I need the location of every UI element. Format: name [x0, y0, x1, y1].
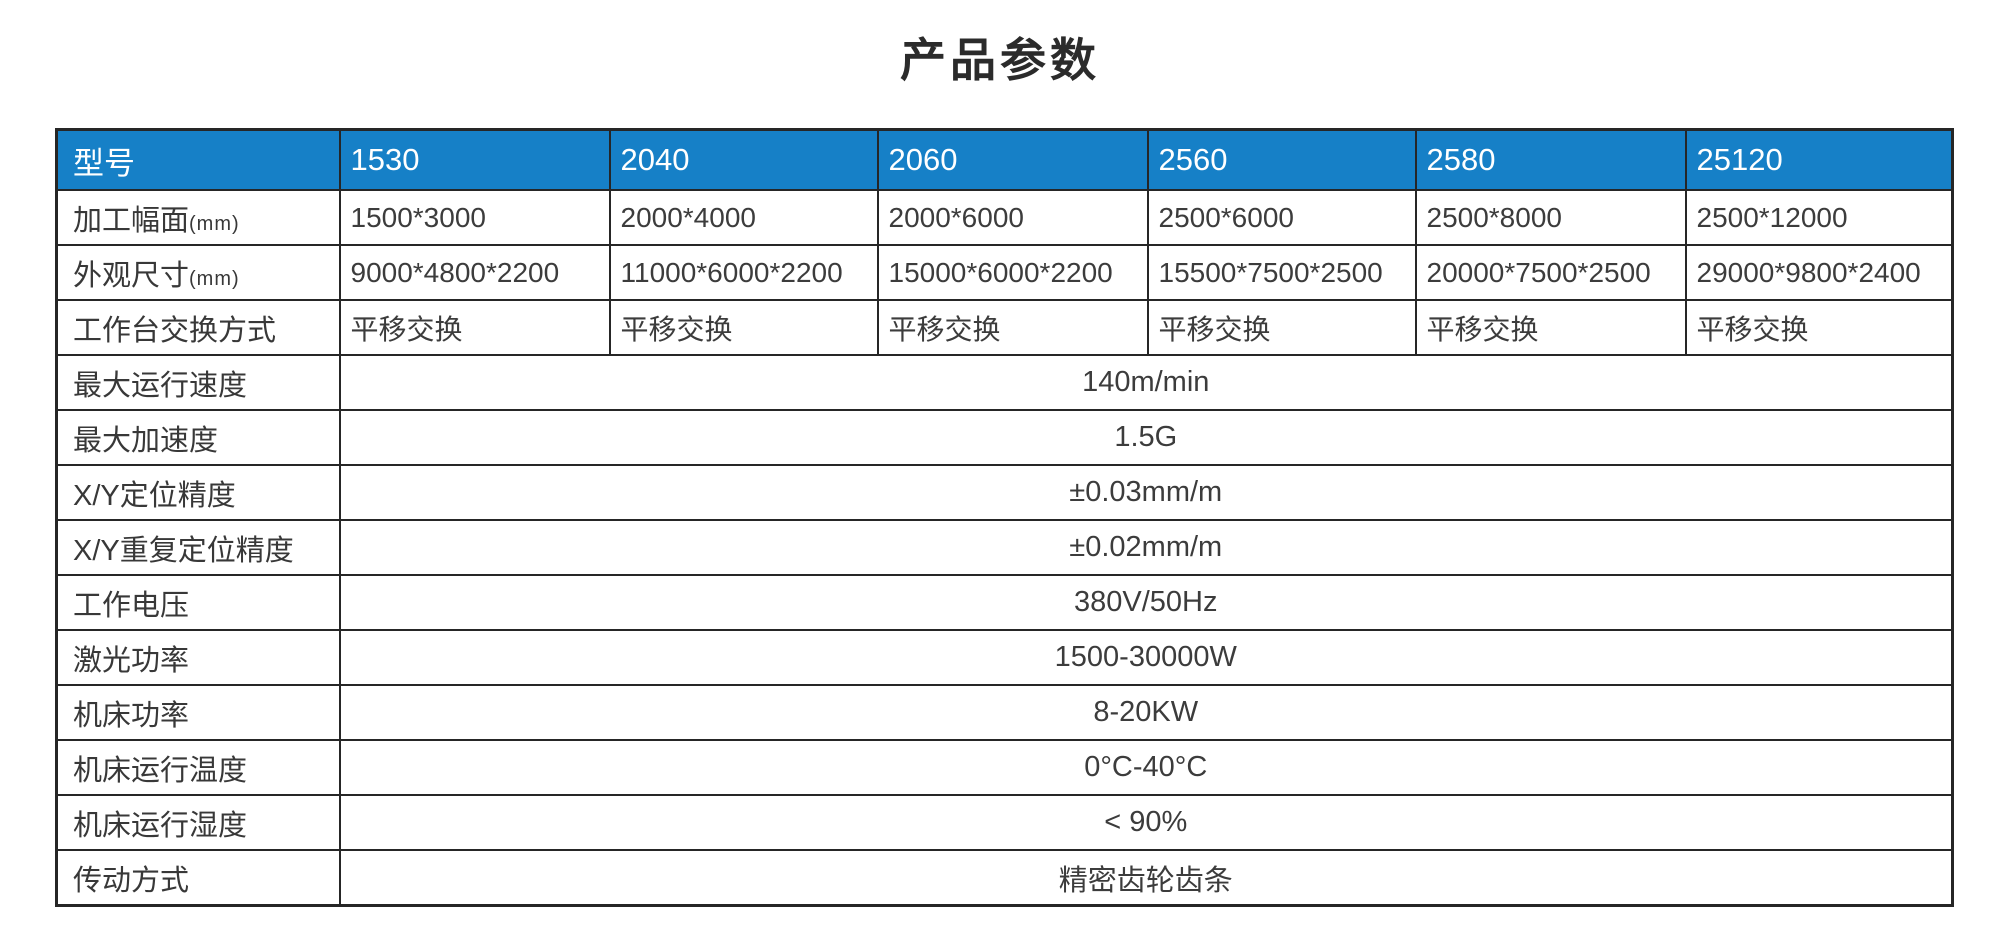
table-row-max-speed: 最大运行速度 140m/min [55, 354, 1954, 411]
table-row-table-exchange: 工作台交换方式 平移交换 平移交换 平移交换 平移交换 平移交换 平移交换 [55, 299, 1954, 356]
merged-value-operating-humidity: < 90% [338, 794, 1954, 851]
spec-value-cell: 1500*3000 [338, 189, 611, 246]
table-row-dimensions: 外观尺寸(mm) 9000*4800*2200 11000*6000*2200 … [55, 244, 1954, 301]
row-label-max-acceleration: 最大加速度 [55, 409, 341, 466]
spec-value-cell: 11000*6000*2200 [608, 244, 879, 301]
row-label-text: 外观尺寸 [73, 259, 190, 292]
spec-value-cell: 20000*7500*2500 [1414, 244, 1687, 301]
table-row-max-acceleration: 最大加速度 1.5G [55, 409, 1954, 466]
table-row-transmission: 传动方式 精密齿轮齿条 [55, 849, 1954, 907]
merged-value-positioning-accuracy: ±0.03mm/m [338, 464, 1954, 521]
header-model-2560: 2560 [1146, 128, 1417, 191]
table-row-working-voltage: 工作电压 380V/50Hz [55, 574, 1954, 631]
spec-value-cell: 平移交换 [1146, 299, 1417, 356]
row-label-laser-power: 激光功率 [55, 629, 341, 686]
merged-value-operating-temperature: 0°C-40°C [338, 739, 1954, 796]
merged-value-max-acceleration: 1.5G [338, 409, 1954, 466]
header-model-25120: 25120 [1684, 128, 1954, 191]
table-row-positioning-accuracy: X/Y定位精度 ±0.03mm/m [55, 464, 1954, 521]
table-row-operating-humidity: 机床运行湿度 < 90% [55, 794, 1954, 851]
row-label-table-exchange: 工作台交换方式 [55, 299, 341, 356]
row-label-text: 加工幅面 [73, 204, 190, 237]
merged-value-repeat-accuracy: ±0.02mm/m [338, 519, 1954, 576]
table-header-row: 型号 1530 2040 2060 2560 2580 25120 [55, 128, 1954, 191]
spec-value-cell: 平移交换 [1414, 299, 1687, 356]
table-row-laser-power: 激光功率 1500-30000W [55, 629, 1954, 686]
table-row-working-area: 加工幅面(mm) 1500*3000 2000*4000 2000*6000 2… [55, 189, 1954, 246]
row-label-positioning-accuracy: X/Y定位精度 [55, 464, 341, 521]
table-row-machine-power: 机床功率 8-20KW [55, 684, 1954, 741]
row-label-working-area: 加工幅面(mm) [55, 189, 341, 246]
table-row-operating-temperature: 机床运行温度 0°C-40°C [55, 739, 1954, 796]
merged-value-machine-power: 8-20KW [338, 684, 1954, 741]
spec-value-cell: 2500*12000 [1684, 189, 1954, 246]
row-label-operating-humidity: 机床运行湿度 [55, 794, 341, 851]
row-label-max-speed: 最大运行速度 [55, 354, 341, 411]
spec-value-cell: 平移交换 [1684, 299, 1954, 356]
spec-value-cell: 平移交换 [608, 299, 879, 356]
spec-value-cell: 29000*9800*2400 [1684, 244, 1954, 301]
merged-value-max-speed: 140m/min [338, 354, 1954, 411]
page-title: 产品参数 [900, 34, 1100, 86]
row-label-transmission: 传动方式 [55, 849, 341, 907]
spec-value-cell: 15500*7500*2500 [1146, 244, 1417, 301]
row-label-unit: (mm) [189, 267, 240, 290]
header-model-2040: 2040 [608, 128, 879, 191]
row-label-machine-power: 机床功率 [55, 684, 341, 741]
row-label-operating-temperature: 机床运行温度 [55, 739, 341, 796]
product-parameters-table: 型号 1530 2040 2060 2560 2580 25120 加工幅面(m… [55, 128, 1954, 907]
spec-value-cell: 2500*6000 [1146, 189, 1417, 246]
header-model-1530: 1530 [338, 128, 611, 191]
header-model-2580: 2580 [1414, 128, 1687, 191]
spec-value-cell: 平移交换 [338, 299, 611, 356]
header-model-label: 型号 [55, 128, 341, 191]
spec-value-cell: 2000*6000 [876, 189, 1149, 246]
spec-value-cell: 平移交换 [876, 299, 1149, 356]
merged-value-laser-power: 1500-30000W [338, 629, 1954, 686]
row-label-working-voltage: 工作电压 [55, 574, 341, 631]
row-label-unit: (mm) [189, 212, 240, 235]
spec-value-cell: 9000*4800*2200 [338, 244, 611, 301]
table-row-repeat-accuracy: X/Y重复定位精度 ±0.02mm/m [55, 519, 1954, 576]
merged-value-transmission: 精密齿轮齿条 [338, 849, 1954, 907]
row-label-text: 工作台交换方式 [73, 314, 277, 347]
spec-value-cell: 2000*4000 [608, 189, 879, 246]
spec-value-cell: 2500*8000 [1414, 189, 1687, 246]
row-label-repeat-accuracy: X/Y重复定位精度 [55, 519, 341, 576]
row-label-dimensions: 外观尺寸(mm) [55, 244, 341, 301]
merged-value-working-voltage: 380V/50Hz [338, 574, 1954, 631]
header-model-2060: 2060 [876, 128, 1149, 191]
spec-value-cell: 15000*6000*2200 [876, 244, 1149, 301]
